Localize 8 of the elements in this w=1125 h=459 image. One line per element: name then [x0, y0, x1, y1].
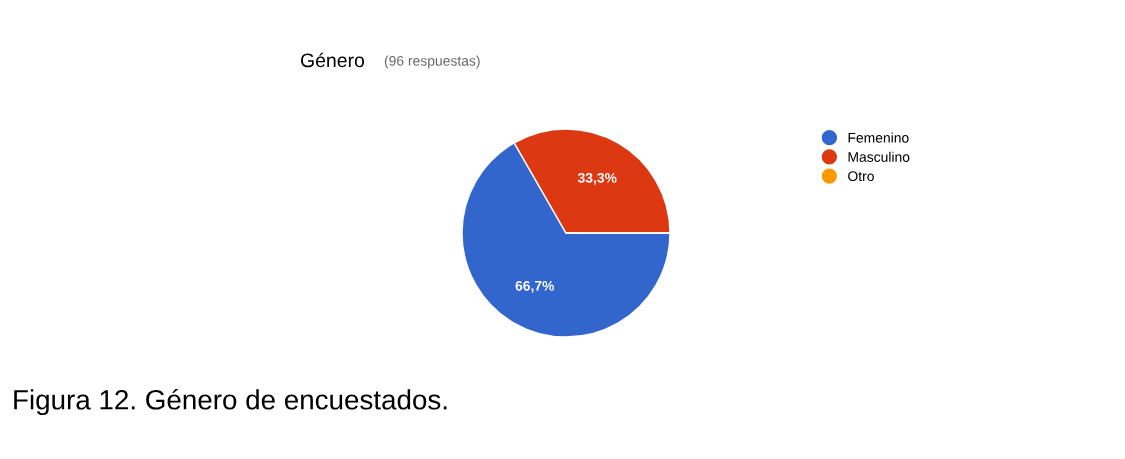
data-label: 66,7%	[515, 280, 555, 293]
legend-label: Masculino	[848, 151, 910, 162]
chart-title: Género	[300, 52, 365, 68]
legend-label: Femenino	[848, 132, 909, 143]
legend-label: Otro	[848, 171, 874, 182]
data-label: 33,3%	[577, 172, 617, 185]
chart-subtitle: (96 respuestas)	[384, 55, 480, 69]
text: Figura 12. Género de encuestados.	[14, 388, 447, 416]
